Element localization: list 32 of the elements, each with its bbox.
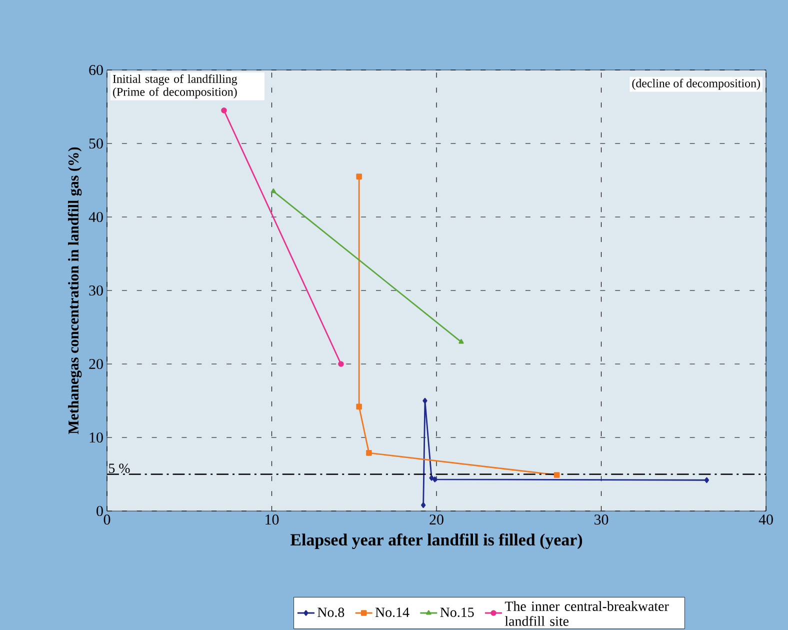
y-tick-label: 40 <box>88 212 103 222</box>
annotation: Initial stage of landfilling (Prime of decomposition) <box>112 74 238 98</box>
point <box>422 398 428 404</box>
point <box>554 472 560 478</box>
y-tick-label: 0 <box>96 506 103 516</box>
y-tick-label: 10 <box>90 432 103 443</box>
x-tick-label: 0 <box>104 514 110 525</box>
annotation: (decline of decomposition) <box>632 78 760 90</box>
point <box>356 174 362 180</box>
x-tick-label: 30 <box>594 514 608 525</box>
x-tick-label: 40 <box>758 514 773 525</box>
point <box>420 502 426 508</box>
legend-label: No.8 <box>318 608 344 618</box>
x-axis-title: Elapsed year after landfill is filled (year) <box>290 533 582 550</box>
x-tick-label: 20 <box>430 514 444 525</box>
y-tick-label: 50 <box>89 138 103 149</box>
x-tick-label: 10 <box>266 514 279 525</box>
point <box>429 475 434 481</box>
legend-label: No.14 <box>375 608 410 618</box>
y-tick-label: 60 <box>89 64 103 76</box>
legend-label: The inner central-breakwater landfill site <box>504 601 669 626</box>
ref-line-label: 5 % <box>109 464 130 474</box>
y-axis-title: Methanegas concentration in landfill gas (%) <box>68 147 82 434</box>
point <box>356 404 362 410</box>
y-tick-label: 30 <box>89 285 103 296</box>
point <box>704 477 710 484</box>
point <box>338 361 344 367</box>
legend-label: No.15 <box>440 608 474 618</box>
point <box>366 450 372 456</box>
y-tick-label: 20 <box>89 358 103 370</box>
point <box>432 476 438 482</box>
point <box>221 108 227 114</box>
